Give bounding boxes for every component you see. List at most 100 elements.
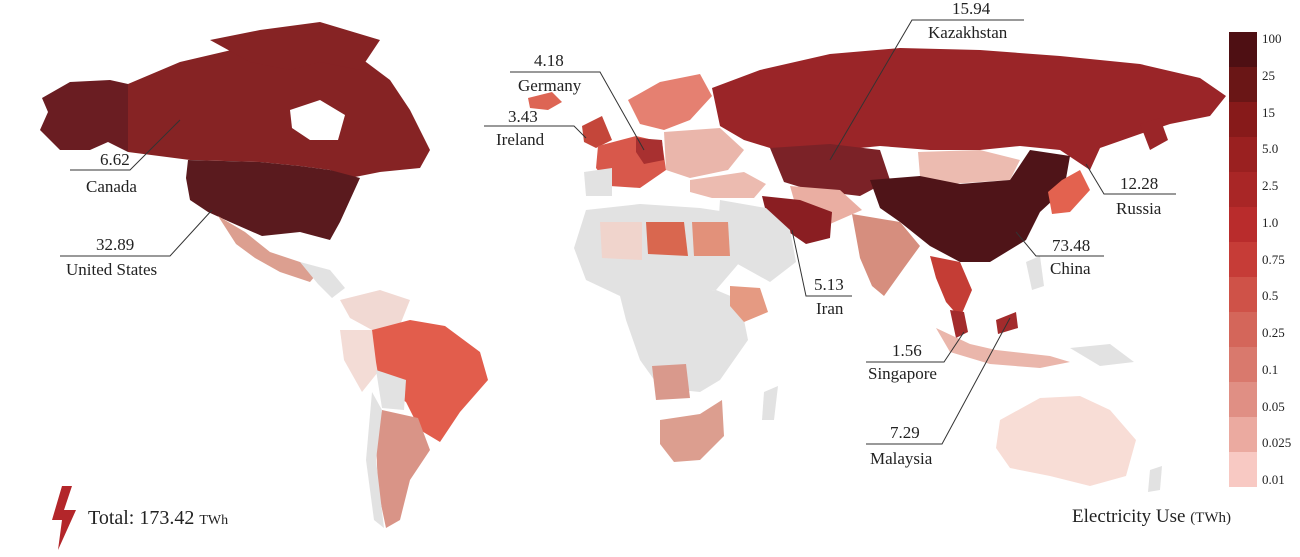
- lightning-bolt-icon: [52, 486, 76, 550]
- callout-value: 12.28: [1120, 174, 1158, 193]
- legend-swatch: [1229, 242, 1257, 277]
- callout-value: 7.29: [890, 423, 920, 442]
- region-libya: [646, 222, 688, 256]
- region-central-africa: [620, 290, 748, 392]
- callout-country: Germany: [518, 76, 582, 95]
- callout-country: Kazakhstan: [928, 23, 1008, 42]
- legend-swatch: [1229, 137, 1257, 172]
- total-unit: TWh: [199, 512, 229, 528]
- region-australia: [996, 396, 1136, 486]
- legend-swatch: [1229, 312, 1257, 347]
- region-hudson-bay: [290, 100, 345, 140]
- region-angola: [652, 364, 690, 400]
- total-summary: Total: 173.42 TWh: [48, 486, 228, 550]
- region-canada: [128, 42, 430, 178]
- region-chile: [366, 392, 384, 528]
- legend-color-scale: [1229, 32, 1257, 487]
- region-ethiopia: [730, 286, 768, 322]
- region-ireland-uk: [582, 116, 612, 148]
- region-mexico: [218, 216, 320, 282]
- callout-canada: 6.62 Canada: [70, 119, 181, 196]
- callout-russia: 12.28 Russia: [1085, 163, 1176, 218]
- region-brazil: [372, 320, 488, 442]
- legend-swatch: [1229, 277, 1257, 312]
- region-united-states: [186, 160, 360, 240]
- region-russia: [712, 48, 1226, 170]
- callout-country: Ireland: [496, 130, 545, 149]
- region-iran: [762, 196, 832, 244]
- callout-china: 73.48 China: [1015, 231, 1104, 278]
- callout-value: 1.56: [892, 341, 922, 360]
- region-germany: [636, 138, 664, 164]
- region-bolivia: [376, 370, 406, 410]
- callout-country: Russia: [1116, 199, 1162, 218]
- callout-country: Canada: [86, 177, 137, 196]
- legend-swatch: [1229, 382, 1257, 417]
- callout-kazakhstan: 15.94 Kazakhstan: [829, 0, 1024, 161]
- legend-tick-label: 0.05: [1262, 398, 1285, 414]
- callout-value: 73.48: [1052, 236, 1090, 255]
- legend-swatch: [1229, 67, 1257, 102]
- legend-tick-label: 1.0: [1262, 214, 1279, 230]
- callout-value: 6.62: [100, 150, 130, 169]
- callout-singapore: 1.56 Singapore: [866, 331, 965, 383]
- legend-swatch: [1229, 347, 1257, 382]
- legend-tick-label: 2.5: [1262, 178, 1279, 193]
- callout-value: 5.13: [814, 275, 844, 294]
- region-papua: [1070, 344, 1134, 366]
- callout-country: United States: [66, 260, 157, 279]
- callout-value: 3.43: [508, 107, 538, 126]
- callout-value: 15.94: [952, 0, 991, 18]
- region-algeria-west: [600, 222, 642, 260]
- legend-tick-label: 0.025: [1262, 435, 1292, 451]
- region-scandinavia: [628, 74, 712, 130]
- region-egypt: [692, 222, 730, 256]
- legend-tick-label: 100: [1262, 31, 1282, 46]
- region-kamchatka: [1140, 118, 1168, 150]
- region-central-america: [300, 262, 345, 298]
- legend-tick-label: 25: [1262, 67, 1275, 83]
- legend-swatch: [1229, 102, 1257, 137]
- callout-iran: 5.13 Iran: [791, 229, 852, 318]
- region-madagascar: [762, 386, 778, 420]
- region-eastern-europe: [664, 128, 744, 178]
- region-kazakhstan: [770, 144, 890, 196]
- total-value: 173.42: [139, 506, 195, 529]
- legend-tick-label: 5.0: [1262, 141, 1279, 157]
- region-philippines: [1026, 256, 1044, 290]
- legend-tick-label: 0.01: [1262, 472, 1285, 487]
- legend-tick-label: 15: [1262, 104, 1275, 120]
- legend-swatch: [1229, 417, 1257, 452]
- legend-title: Electricity Use (TWh): [1072, 506, 1231, 528]
- region-new-zealand: [1148, 466, 1162, 492]
- callout-country: Iran: [816, 299, 844, 318]
- legend-tick-label: 0.75: [1262, 251, 1285, 267]
- legend-swatch: [1229, 452, 1257, 487]
- region-iceland: [528, 92, 562, 110]
- callout-ireland: 3.43 Ireland: [484, 107, 587, 149]
- region-peru: [340, 330, 378, 392]
- callout-united-states: 32.89 United States: [60, 209, 213, 279]
- region-china: [870, 150, 1070, 262]
- legend-tick-label: 0.25: [1262, 325, 1285, 340]
- region-indonesia: [936, 328, 1070, 368]
- legend-swatch: [1229, 207, 1257, 242]
- region-argentina: [376, 410, 430, 528]
- total-label: Total: 173.42 TWh: [88, 507, 228, 530]
- region-mongolia: [918, 150, 1020, 184]
- legend-swatch: [1229, 32, 1257, 67]
- callout-malaysia: 7.29 Malaysia: [866, 317, 1011, 468]
- region-colombia-venezuela: [340, 290, 410, 330]
- callout-value: 32.89: [96, 235, 134, 254]
- callout-value: 4.18: [534, 51, 564, 70]
- legend-swatch: [1229, 172, 1257, 207]
- region-alaska: [40, 80, 128, 152]
- legend-tick-label: 0.1: [1262, 361, 1279, 377]
- region-japan-korea: [1048, 170, 1090, 214]
- region-greenland-arctic: [210, 22, 380, 70]
- region-malaysia: [950, 310, 1018, 338]
- region-turkey-caucasus: [690, 172, 766, 198]
- region-iberia: [584, 168, 612, 196]
- callout-germany: 4.18 Germany: [510, 51, 645, 151]
